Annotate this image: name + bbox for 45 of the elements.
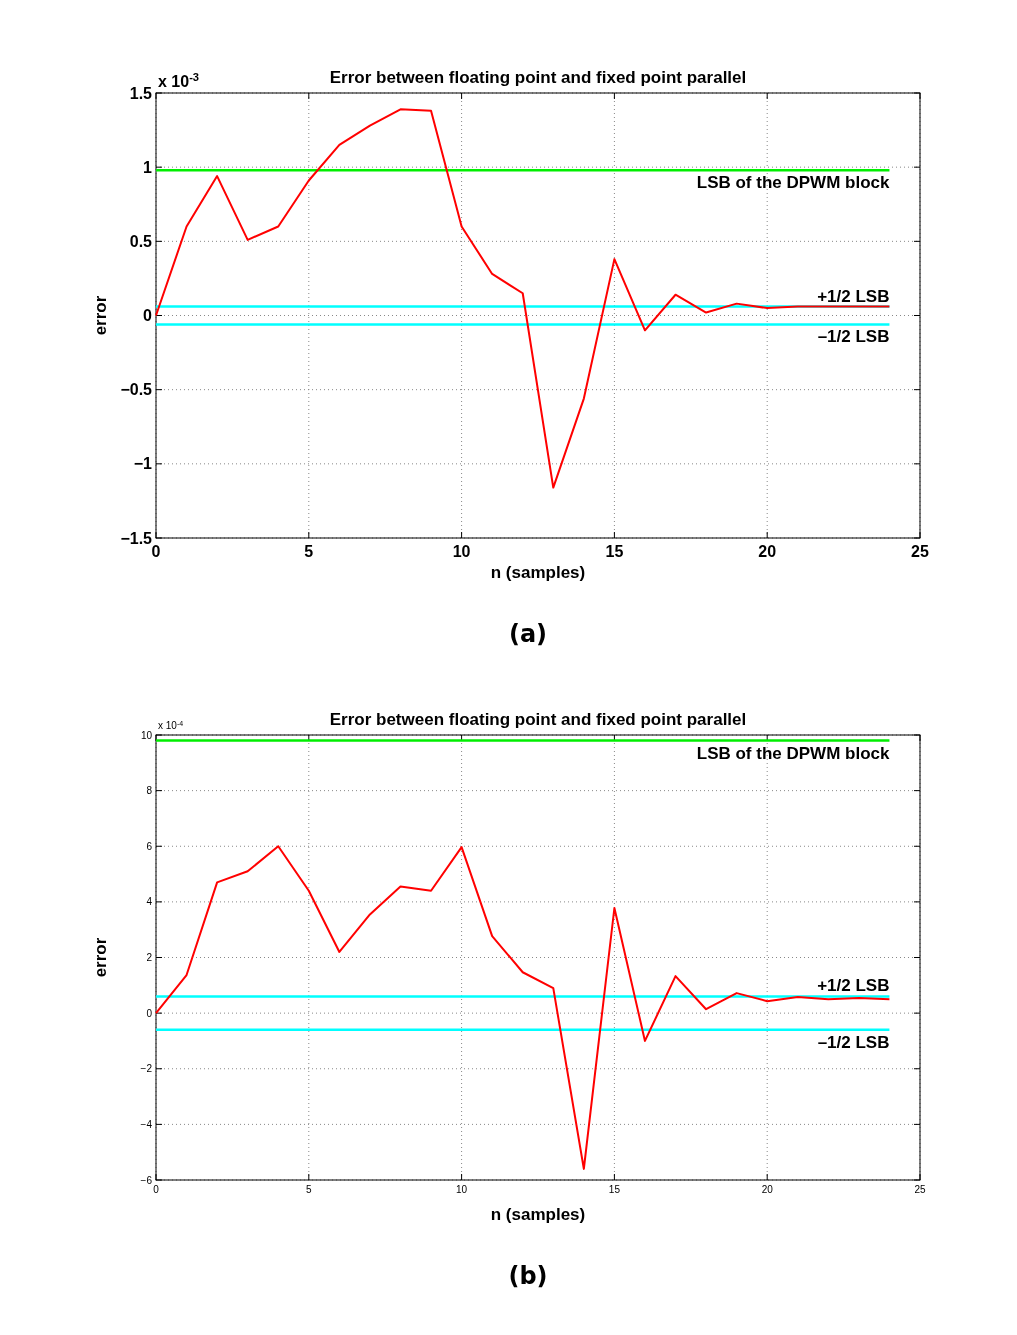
ref-line-label: +1/2 LSB [817,286,890,306]
x-tick-label: 15 [608,1184,621,1195]
x-tick-label: 5 [304,543,314,560]
y-tick-label: 6 [146,840,153,852]
y-tick-label: −2 [140,1063,153,1075]
ref-line-label: LSB of the DPWM block [696,173,890,193]
chart-title: Error between floating point and fixed point parallel [329,710,747,729]
x-axis-title: n (samples) [490,563,586,582]
y-tick-label: 8 [146,785,153,797]
x-tick-label: 15 [605,543,624,560]
ref-line-label: –1/2 LSB [817,327,890,347]
x-axis-title: n (samples) [490,1205,586,1224]
x-tick-label: 10 [452,543,471,560]
y-tick-label: 1.5 [129,84,153,102]
y-tick-label: −6 [140,1174,153,1186]
y-tick-label: 0.5 [129,232,153,250]
text: (b) [508,1262,548,1290]
y-tick-label: 0 [146,1007,153,1019]
x-tick-label: 20 [761,1184,774,1195]
ref-line-label: LSB of the DPWM block [696,743,890,763]
x-tick-label: 0 [153,1184,160,1195]
y-tick-label: −4 [140,1118,153,1130]
y-tick-label: 0 [143,307,153,325]
text: x 10$^{-3}$ [158,71,200,90]
chart-title: Error between floating point and fixed point parallel [329,68,747,87]
x-tick-label: 10 [456,1184,468,1195]
y-tick-label: 1 [143,158,153,176]
ref-line-label: –1/2 LSB [817,1032,890,1052]
text: (a) [508,620,548,648]
x-tick-label: 25 [914,1184,926,1195]
line-series [155,108,891,489]
y-tick-label: 2 [146,952,153,963]
ref-line-label: +1/2 LSB [817,976,890,996]
x-tick-label: 25 [911,543,929,560]
y-tick-label: −1 [133,455,153,473]
line-series [155,845,891,1170]
text: x 10$^{-4}$ [158,719,184,731]
y-tick-label: −1.5 [120,529,153,547]
x-tick-label: 20 [758,543,777,560]
y-tick-label: 4 [146,896,153,908]
y-axis-title: error [91,295,110,336]
y-tick-label: 10 [140,729,153,741]
y-axis-title: error [91,937,110,978]
x-tick-label: 5 [306,1184,313,1195]
y-tick-label: −0.5 [120,381,153,399]
